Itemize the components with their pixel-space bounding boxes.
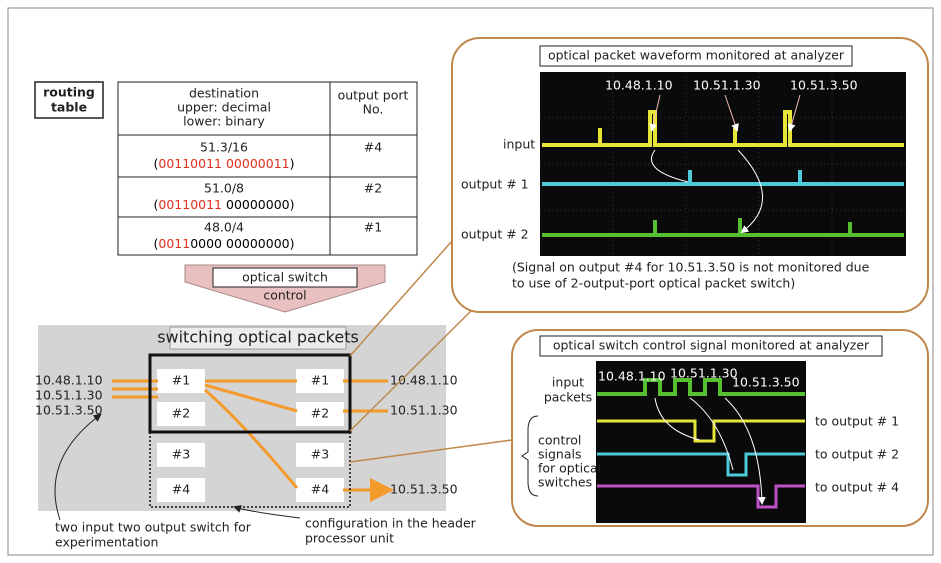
control-label: optical switch bbox=[242, 270, 328, 285]
routing-label: routing bbox=[43, 85, 95, 100]
table-header: upper: decimal bbox=[177, 100, 271, 115]
table-header: output port bbox=[338, 88, 409, 103]
destination-decimal: 48.0/4 bbox=[204, 220, 244, 235]
waveform-note: to use of 2-output-port optical packet s… bbox=[512, 276, 795, 291]
port-label: #2 bbox=[311, 406, 329, 421]
input-address: 10.48.1.10 bbox=[35, 373, 103, 388]
waveform-note: (Signal on output #4 for 10.51.3.50 is n… bbox=[512, 260, 870, 275]
binary-part: ) bbox=[290, 156, 295, 171]
signals-label: for optical bbox=[538, 461, 601, 476]
diagram: routing table destination upper: decimal… bbox=[0, 0, 941, 563]
port-label: #1 bbox=[311, 373, 329, 388]
table-header: lower: binary bbox=[183, 114, 265, 129]
caption: processor unit bbox=[305, 531, 394, 546]
routing-label: table bbox=[51, 100, 87, 115]
trace-label: output # 1 bbox=[461, 177, 529, 192]
destination-decimal: 51.3/16 bbox=[200, 140, 248, 155]
input-address: 10.51.1.30 bbox=[35, 388, 103, 403]
binary-part: 0000 00000000) bbox=[190, 236, 294, 251]
caption: two input two output switch for bbox=[55, 520, 252, 535]
output-address: 10.48.1.10 bbox=[390, 373, 458, 388]
switching-panel bbox=[38, 325, 446, 511]
input-address: 10.51.3.50 bbox=[35, 403, 103, 418]
output-port: #4 bbox=[364, 140, 382, 155]
waveform-title: optical packet waveform monitored at ana… bbox=[548, 48, 845, 63]
input-label: input bbox=[552, 375, 584, 390]
output-address: 10.51.1.30 bbox=[390, 403, 458, 418]
output-label: to output # 1 bbox=[815, 414, 899, 429]
destination-binary: (00110011 00000000) bbox=[154, 197, 295, 212]
binary-part: 00110011 bbox=[158, 197, 222, 212]
trace-label: input bbox=[503, 137, 535, 152]
output-port: #1 bbox=[364, 220, 382, 235]
packet-annotation: 10.48.1.10 bbox=[605, 78, 673, 93]
port-label: #3 bbox=[311, 447, 329, 462]
control-title: optical switch control signal monitored … bbox=[553, 338, 870, 353]
packet-annotation: 10.51.3.50 bbox=[790, 78, 858, 93]
signals-label: switches bbox=[538, 475, 592, 490]
trace-label: output # 2 bbox=[461, 227, 529, 242]
output-port: #2 bbox=[364, 181, 382, 196]
port-label: #1 bbox=[172, 373, 190, 388]
destination-binary: (00110011 00000011) bbox=[153, 156, 294, 171]
packet-annotation: 10.51.1.30 bbox=[670, 366, 738, 381]
control-label: control bbox=[263, 288, 306, 303]
packet-annotation: 10.51.3.50 bbox=[732, 375, 800, 390]
signals-label: control bbox=[538, 433, 581, 448]
port-label: #3 bbox=[172, 447, 190, 462]
output-label: to output # 4 bbox=[815, 480, 899, 495]
port-label: #4 bbox=[311, 482, 329, 497]
signals-label: signals bbox=[538, 447, 582, 462]
input-label: packets bbox=[544, 390, 592, 405]
port-label: #4 bbox=[172, 482, 190, 497]
caption: configuration in the header bbox=[305, 516, 477, 531]
packet-annotation: 10.48.1.10 bbox=[598, 369, 666, 384]
output-address: 10.51.3.50 bbox=[390, 482, 458, 497]
binary-part: 0011 bbox=[158, 236, 190, 251]
packet-annotation: 10.51.1.30 bbox=[693, 78, 761, 93]
port-label: #2 bbox=[172, 406, 190, 421]
table-header: destination bbox=[189, 86, 259, 101]
binary-part: 00000000) bbox=[222, 197, 294, 212]
destination-binary: (00110000 00000000) bbox=[154, 236, 295, 251]
table-header: No. bbox=[363, 102, 384, 117]
destination-decimal: 51.0/8 bbox=[204, 181, 244, 196]
switching-title: switching optical packets bbox=[157, 328, 359, 347]
caption: experimentation bbox=[55, 535, 158, 550]
output-label: to output # 2 bbox=[815, 447, 899, 462]
binary-part: 00110011 00000011 bbox=[158, 156, 289, 171]
